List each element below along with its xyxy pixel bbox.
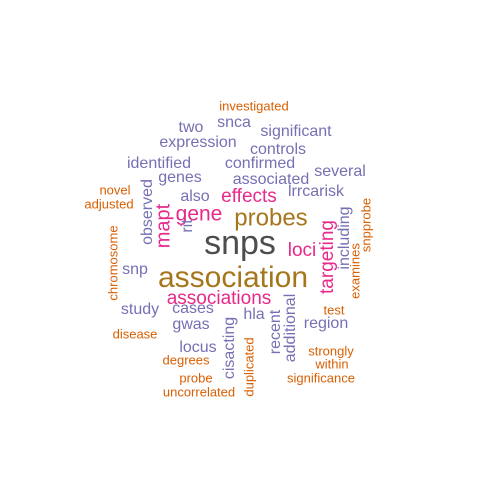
word-significant: significant xyxy=(260,123,332,140)
word-targeting: targeting xyxy=(317,220,338,294)
word-observed: observed xyxy=(139,179,156,245)
word-uncorrelated: uncorrelated xyxy=(163,384,235,399)
word-association: association xyxy=(158,261,308,294)
word-novel: novel xyxy=(99,182,130,197)
word-controls: controls xyxy=(250,141,306,158)
word-duplicated: duplicated xyxy=(241,337,256,396)
word-adjusted: adjusted xyxy=(84,196,133,211)
word-hla: hla xyxy=(243,306,264,323)
word-region: region xyxy=(304,315,348,332)
word-within: within xyxy=(314,356,348,371)
word-genes: genes xyxy=(158,169,202,186)
word-chromosome: chromosome xyxy=(105,225,120,300)
word-examines: examines xyxy=(347,243,362,299)
word-lrrcarisk: lrrcarisk xyxy=(288,183,345,200)
word-expression: expression xyxy=(159,134,236,151)
word-disease: disease xyxy=(113,326,158,341)
word-snp: snp xyxy=(122,261,148,278)
word-gene: gene xyxy=(176,203,223,226)
word-mapt: mapt xyxy=(152,203,174,248)
word-gwas: gwas xyxy=(172,316,209,333)
word-loci: loci xyxy=(288,240,317,261)
word-study: study xyxy=(121,301,159,318)
word-snca: snca xyxy=(217,114,251,131)
word-snpprobe: snpprobe xyxy=(358,198,373,252)
word-investigated: investigated xyxy=(219,98,288,113)
word-also: also xyxy=(180,188,209,205)
word-several: several xyxy=(314,163,366,180)
word-cases: cases xyxy=(172,300,214,317)
word-cisacting: cisacting xyxy=(221,317,238,379)
word-probes: probes xyxy=(234,204,307,231)
word-associations: associations xyxy=(167,288,272,309)
word-probe: probe xyxy=(179,370,212,385)
word-snps: snps xyxy=(204,224,276,262)
word-recent: recent xyxy=(267,309,284,354)
word-significance: significance xyxy=(287,370,355,385)
word-strongly: strongly xyxy=(308,343,354,358)
word-associated: associated xyxy=(233,171,310,188)
word-additional: additional xyxy=(282,294,299,363)
word-two: two xyxy=(179,119,204,136)
word-identified: identified xyxy=(127,155,191,172)
word-effects: effects xyxy=(221,186,277,207)
word-locus: locus xyxy=(179,339,216,356)
word-confirmed: confirmed xyxy=(225,155,295,172)
word-test: test xyxy=(324,302,345,317)
word-degrees: degrees xyxy=(163,352,210,367)
word-rit: rit xyxy=(179,219,196,233)
word-including: including xyxy=(336,206,353,269)
